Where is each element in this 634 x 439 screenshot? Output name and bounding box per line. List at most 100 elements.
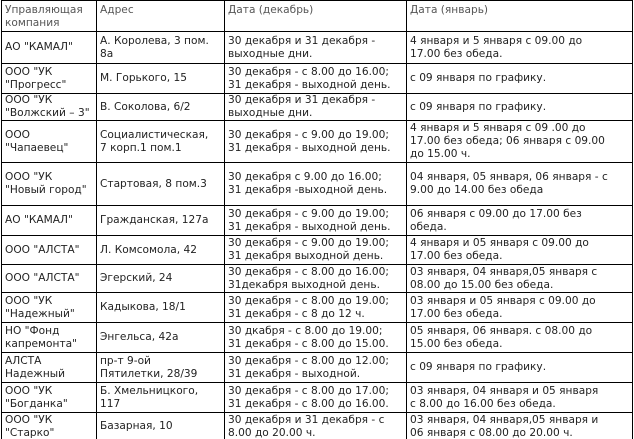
table-cell: ООО "УК "Богданка" [1,382,97,413]
cell-line: 30 декабря с 9.00 до 16.00; [228,171,382,183]
cell-line: АЛСТА [5,354,42,367]
cell-line: 31 декабря - выходной день. [228,78,391,91]
cell-line: А. Королева, 3 пом. [100,34,209,47]
cell-line: с 09 января по графику. [410,72,547,84]
table-cell: 4 января и 5 января с 09 .00 до 17.00 без… [406,120,633,163]
table-cell: 30 декабря - с 8.00 до 16.00; 31декабря в… [224,264,407,293]
cell-line: Дата (январь) [410,4,489,16]
cell-line: Дата (декабрь) [228,4,314,16]
table-cell: В. Соколова, 6/2 [96,93,225,121]
table-row: ООО "УК "Надежный" Кадыкова, 18/1 30 декабр… [1,292,633,323]
table-cell: ООО "УК "Волжский – 3" [1,93,97,121]
cell-line: 4 января и 5 января с 09.00 до [410,34,583,47]
cell-line: капремонта" [5,337,77,350]
cell-line: М. Горького, 15 [100,72,187,84]
cell-line: 30 декабря - с 8.00 до 12.00; [228,354,389,367]
cell-line: Б. Хмельницкого, [100,384,199,397]
cell-line: 31 декабря - выходной. [228,367,361,380]
cell-line: 31 декабря выходной день. [228,250,384,262]
cell-line: АО "КАМАЛ" [5,41,73,53]
cell-line: компания [5,17,60,29]
cell-line: Эгерский, 24 [100,272,173,284]
table-cell: 30 декабря и 31 декабря - выходные дни. [224,31,407,64]
cell-line: выходные дни. [228,47,313,60]
table-cell: 30 декабря - с 9.00 до 19.00; 31 декабря … [224,120,407,163]
table-cell: Л. Комсомола, 42 [96,235,225,265]
cell-line: 31 декабря - с 8 до 12 ч. [228,307,365,320]
cell-line: 30 декабря - с 9.00 до 19.00; [228,128,389,141]
cell-line: 4 января и 05 января с 09.00 до [410,237,589,249]
table-cell: 30 декабря - с 9.00 до 19.00; 31 декабря … [224,235,407,265]
table-cell: 03 января, 04 января и 05 января с 8.00 д… [406,382,633,413]
cell-line: обеда. [410,220,447,233]
cell-line: Стартовая, 8 пом.3 [100,177,207,190]
cell-line: пр-т 9-ой [100,354,151,367]
cell-line: ООО [5,128,31,141]
cell-line: 31 декабря - выходной день. [228,220,391,233]
table-cell: Б. Хмельницкого, 117 [96,382,225,413]
table-cell: с 09 января по графику. [406,352,633,383]
cell-line: ООО "АЛСТА" [5,272,80,284]
cell-line: Базарная, 10 [100,420,173,432]
cell-line: Л. Комсомола, 42 [100,243,197,256]
table-cell: пр-т 9-ой Пятилетки, 28/39 [96,352,225,383]
cell-line: 17.00 без обеда; 06 января с 09.00 [410,135,605,147]
cell-line: ООО "УК [5,384,53,397]
table-cell: 03 января, 04 января,05 января и 06 январ… [406,412,633,439]
cell-line: 30 декабря и 31 декабря - с [228,413,385,426]
cell-line: 9.00 до 14.00 без обеда [410,184,544,196]
table-row: ООО "УК "Новый город" Стартовая, 8 пом.3 30… [1,162,633,206]
cell-line: ООО "УК [5,294,53,307]
cell-line: 30 декабря - с 9.00 до 19.00; [228,207,389,220]
table-cell: Адрес [96,0,225,32]
cell-line: 30 дкабря - с 8.00 до 19.00; [228,324,383,337]
table-row: АЛСТА Надежный пр-т 9-ой Пятилетки, 28/39 30… [1,352,633,383]
cell-line: НО "Фонд [5,324,60,337]
cell-line: Пятилетки, 28/39 [100,367,198,380]
cell-line: 06 января с 08.00 до 20.00 ч. [410,426,573,439]
table-cell: А. Королева, 3 пом. 8а [96,31,225,64]
table-cell: М. Горького, 15 [96,63,225,94]
cell-line: "Надежный" [5,307,75,320]
cell-line: 05 января, 06 января. с 08.00 до [410,324,593,337]
table-cell: 30 декабря - с 8.00 до 17.00; 31 декабря … [224,382,407,413]
table-row: НО "Фонд капремонта" Энгельса, 42а 30 дкабр… [1,322,633,353]
cell-line: 4 января и 5 января с 09 .00 до [410,122,586,134]
table-cell: Энгельса, 42а [96,322,225,353]
cell-line: 30 декабря - с 8.00 до 19.00; [228,294,389,307]
cell-line: Энгельса, 42а [100,331,179,343]
cell-line: 03 января, 04 января,05 января и [410,413,599,426]
cell-line: с 8.00 до 16.00 без обеда. [410,397,556,410]
cell-line: 30 декабря и 31 декабря - [228,94,376,107]
cell-line: 03 января и 05 января с 09.00 до [410,294,596,307]
table-cell: 05 января, 06 января. с 08.00 до 15.00 бе… [406,322,633,353]
cell-line: АО "КАМАЛ" [5,214,73,226]
table-body: АО "КАМАЛ" А. Королева, 3 пом. 8а 30 декабр… [1,31,633,439]
table-cell: 30 декабря - с 8.00 до 16.00; 31 декабря … [224,63,407,94]
table-cell: ООО "АЛСТА" [1,264,97,293]
table-cell: ООО "УК "Старко" [1,412,97,439]
table-cell: ООО "УК "Надежный" [1,292,97,323]
table-row: АО "КАМАЛ" А. Королева, 3 пом. 8а 30 декабр… [1,31,633,64]
cell-line: 30 декабря - с 8.00 до 16.00; [228,265,389,278]
cell-line: 04 января, 05 января, 06 января - с [410,171,608,183]
table-cell: НО "Фонд капремонта" [1,322,97,353]
table-cell: 30 декабря - с 8.00 до 19.00; 31 декабря … [224,292,407,323]
cell-line: 17.00 без обеда. [410,250,503,262]
cell-line: 30 декабря - с 8.00 до 17.00; [228,384,389,397]
table-cell: АО "КАМАЛ" [1,205,97,236]
table-cell: 30 декабря - с 8.00 до 12.00; 31 декабря … [224,352,407,383]
table-cell: АО "КАМАЛ" [1,31,97,64]
cell-line: "Богданка" [5,397,68,410]
table-cell: Кадыкова, 18/1 [96,292,225,323]
cell-line: 31декабря выходной день. [228,278,380,291]
cell-line: "Чапаевец" [5,141,69,154]
cell-line: 8а [100,47,114,60]
cell-line: Управляющая [5,4,83,16]
table-row: ООО "Чапаевец" Социалистическая, 7 корп.1 п… [1,120,633,163]
table-cell: Управляющая компания [1,0,97,32]
table-cell: 4 января и 05 января с 09.00 до 17.00 без… [406,235,633,265]
cell-line: с 09 января по графику. [410,100,547,113]
table-cell: Дата (январь) [406,0,633,32]
